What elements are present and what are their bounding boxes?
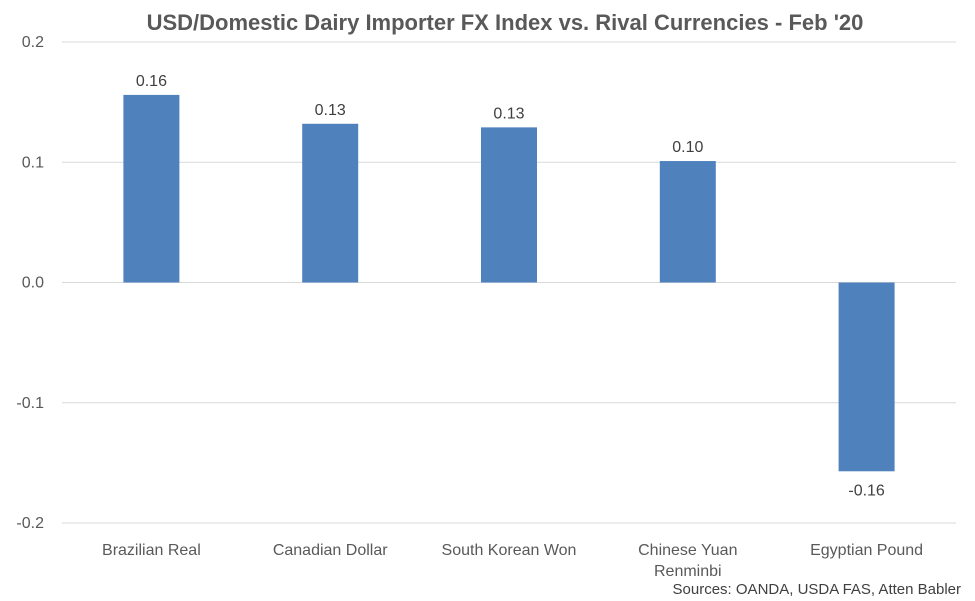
- bar: [123, 94, 180, 283]
- y-axis-ticks: 0.2 0.1 0.0 -0.1 -0.2: [16, 34, 44, 532]
- y-tick-label: -0.1: [16, 395, 44, 412]
- bar: [302, 123, 359, 283]
- y-tick-label: 0.0: [22, 275, 44, 292]
- bar: [481, 127, 537, 283]
- x-tick-label: Brazilian Real: [102, 542, 201, 559]
- x-tick-label: South Korean Won: [442, 542, 577, 559]
- x-axis-categories: Brazilian Real Canadian Dollar South Korea…: [102, 542, 923, 580]
- source-note: Sources: OANDA, USDA FAS, Atten Babler: [673, 581, 961, 598]
- data-label: -0.16: [848, 482, 885, 499]
- y-tick-label: -0.2: [16, 515, 44, 532]
- y-tick-label: 0.1: [22, 154, 44, 171]
- bars: [123, 94, 895, 472]
- bar: [659, 161, 716, 283]
- x-tick-label: Canadian Dollar: [273, 542, 388, 559]
- data-label: 0.16: [136, 73, 167, 90]
- data-labels: 0.16 0.13 0.13 0.10 -0.16: [136, 73, 885, 499]
- x-tick-label: Egyptian Pound: [810, 542, 923, 559]
- y-tick-label: 0.2: [22, 34, 44, 51]
- x-tick-label: Chinese Yuan Renminbi: [638, 542, 737, 580]
- data-label: 0.13: [493, 105, 524, 122]
- data-label: 0.10: [672, 139, 703, 156]
- bar: [838, 282, 895, 472]
- data-label: 0.13: [315, 102, 346, 119]
- chart-title: USD/Domestic Dairy Importer FX Index vs.…: [147, 10, 864, 35]
